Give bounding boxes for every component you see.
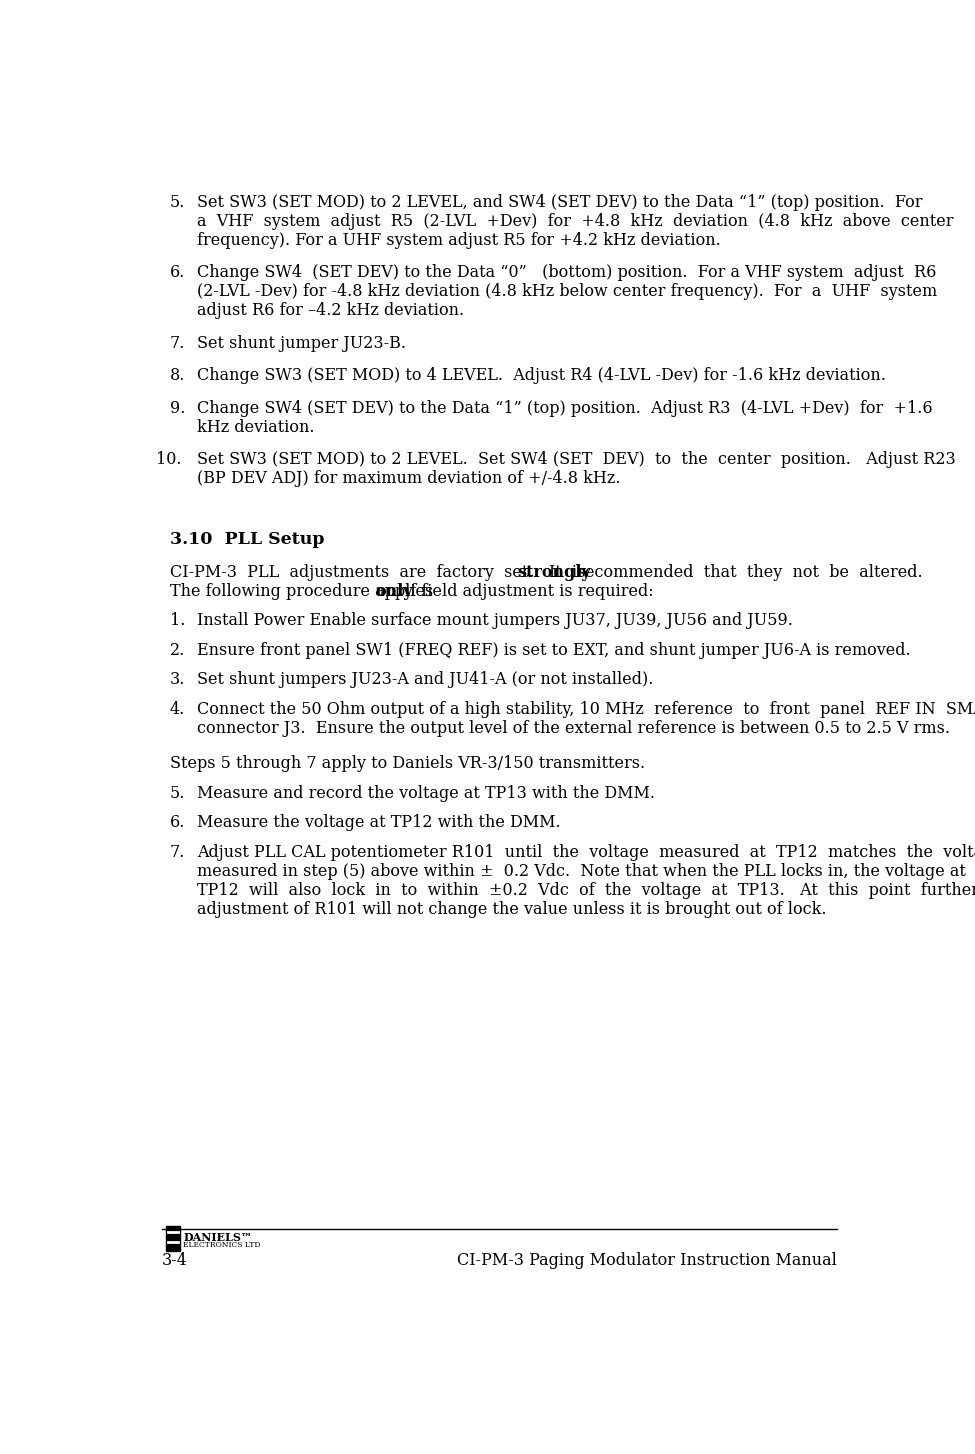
Text: measured in step (5) above within ±  0.2 Vdc.  Note that when the PLL locks in, : measured in step (5) above within ± 0.2 … [197, 862, 966, 880]
Text: Measure and record the voltage at TP13 with the DMM.: Measure and record the voltage at TP13 w… [197, 785, 655, 801]
Text: 7.: 7. [170, 334, 185, 352]
Text: DANIELS™: DANIELS™ [183, 1233, 253, 1243]
Text: Steps 5 through 7 apply to Daniels VR-3/150 transmitters.: Steps 5 through 7 apply to Daniels VR-3/… [170, 755, 645, 772]
Text: 1.: 1. [170, 612, 185, 630]
Text: ELECTRONICS LTD: ELECTRONICS LTD [183, 1240, 260, 1249]
Text: Set SW3 (SET MOD) to 2 LEVEL, and SW4 (SET DEV) to the Data “1” (top) position. : Set SW3 (SET MOD) to 2 LEVEL, and SW4 (S… [197, 193, 922, 211]
Text: 3.: 3. [170, 672, 185, 688]
Text: adjustment of R101 will not change the value unless it is brought out of lock.: adjustment of R101 will not change the v… [197, 901, 827, 917]
Text: Set shunt jumper JU23-B.: Set shunt jumper JU23-B. [197, 334, 406, 352]
Text: CI-PM-3 Paging Modulator Instruction Manual: CI-PM-3 Paging Modulator Instruction Man… [457, 1252, 838, 1269]
Text: 6.: 6. [170, 265, 185, 281]
Text: (2-LVL -Dev) for -4.8 kHz deviation (4.8 kHz below center frequency).  For  a  U: (2-LVL -Dev) for -4.8 kHz deviation (4.8… [197, 284, 937, 301]
Text: 5.: 5. [170, 785, 185, 801]
Text: 3.10  PLL Setup: 3.10 PLL Setup [170, 531, 325, 548]
Text: 4.: 4. [170, 701, 185, 718]
Text: 8.: 8. [170, 368, 185, 384]
Text: Measure the voltage at TP12 with the DMM.: Measure the voltage at TP12 with the DMM… [197, 814, 561, 832]
Text: 6.: 6. [170, 814, 185, 832]
Text: 7.: 7. [170, 843, 185, 861]
Text: Install Power Enable surface mount jumpers JU37, JU39, JU56 and JU59.: Install Power Enable surface mount jumpe… [197, 612, 793, 630]
Text: Adjust PLL CAL potentiometer R101  until  the  voltage  measured  at  TP12  matc: Adjust PLL CAL potentiometer R101 until … [197, 843, 975, 861]
Bar [166, 1226, 180, 1250]
Text: Change SW3 (SET MOD) to 4 LEVEL.  Adjust R4 (4-LVL -Dev) for -1.6 kHz deviation.: Change SW3 (SET MOD) to 4 LEVEL. Adjust … [197, 368, 886, 384]
Text: 2.: 2. [170, 641, 185, 659]
Text: a  VHF  system  adjust  R5  (2-LVL  +Dev)  for  +4.8  kHz  deviation  (4.8  kHz : a VHF system adjust R5 (2-LVL +Dev) for … [197, 212, 954, 230]
Text: (BP DEV ADJ) for maximum deviation of +/-4.8 kHz.: (BP DEV ADJ) for maximum deviation of +/… [197, 470, 620, 487]
Text: 9.: 9. [170, 400, 185, 417]
Text: kHz deviation.: kHz deviation. [197, 419, 315, 436]
Text: Set SW3 (SET MOD) to 2 LEVEL.  Set SW4 (SET  DEV)  to  the  center  position.   : Set SW3 (SET MOD) to 2 LEVEL. Set SW4 (S… [197, 451, 956, 468]
Text: Ensure front panel SW1 (FREQ REF) is set to EXT, and shunt jumper JU6-A is remov: Ensure front panel SW1 (FREQ REF) is set… [197, 641, 911, 659]
Text: The following procedure applies: The following procedure applies [170, 583, 444, 599]
Text: recommended  that  they  not  be  altered.: recommended that they not be altered. [567, 564, 923, 580]
Text: 10.: 10. [156, 451, 181, 468]
Text: only: only [375, 583, 412, 599]
Text: if field adjustment is required:: if field adjustment is required: [400, 583, 653, 599]
Text: connector J3.  Ensure the output level of the external reference is between 0.5 : connector J3. Ensure the output level of… [197, 720, 950, 737]
Text: TP12  will  also  lock  in  to  within  ±0.2  Vdc  of  the  voltage  at  TP13.  : TP12 will also lock in to within ±0.2 Vd… [197, 883, 975, 899]
Text: Connect the 50 Ohm output of a high stability, 10 MHz  reference  to  front  pan: Connect the 50 Ohm output of a high stab… [197, 701, 975, 718]
Text: frequency). For a UHF system adjust R5 for +4.2 kHz deviation.: frequency). For a UHF system adjust R5 f… [197, 231, 721, 249]
Text: strongly: strongly [518, 564, 592, 580]
Text: Change SW4 (SET DEV) to the Data “1” (top) position.  Adjust R3  (4-LVL +Dev)  f: Change SW4 (SET DEV) to the Data “1” (to… [197, 400, 933, 417]
Text: 3-4: 3-4 [162, 1252, 188, 1269]
Text: Change SW4  (SET DEV) to the Data “0”   (bottom) position.  For a VHF system  ad: Change SW4 (SET DEV) to the Data “0” (bo… [197, 265, 936, 281]
Text: 5.: 5. [170, 193, 185, 211]
Text: CI-PM-3  PLL  adjustments  are  factory  set.   It  is: CI-PM-3 PLL adjustments are factory set.… [170, 564, 596, 580]
Text: adjust R6 for –4.2 kHz deviation.: adjust R6 for –4.2 kHz deviation. [197, 302, 464, 320]
Text: Set shunt jumpers JU23-A and JU41-A (or not installed).: Set shunt jumpers JU23-A and JU41-A (or … [197, 672, 653, 688]
